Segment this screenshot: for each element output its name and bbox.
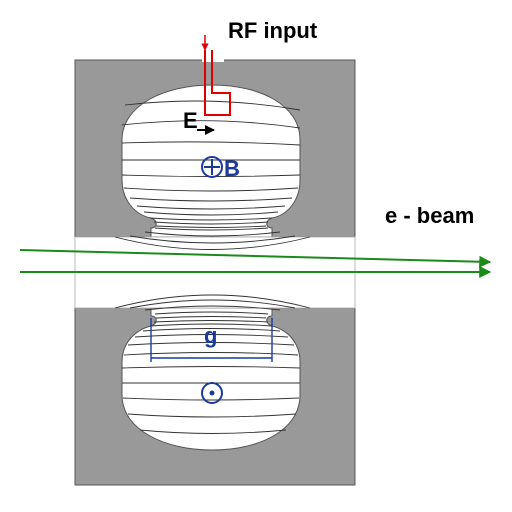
electron-beam — [19, 249, 492, 278]
b-field-label: B — [224, 156, 240, 181]
rf-input-label: RF input — [228, 18, 318, 43]
gap-fringe-lines-lower — [114, 294, 311, 315]
rf-input-probe — [201, 35, 231, 116]
upper-metal-block — [74, 59, 356, 238]
lower-field-lines — [121, 316, 301, 434]
circle-dot-icon — [201, 382, 223, 404]
gap-label: g — [204, 323, 217, 348]
beam-label: e - beam — [385, 203, 474, 228]
gap-bracket — [150, 318, 273, 362]
upper-field-lines — [121, 100, 301, 228]
gap-fringe-lines-upper — [114, 227, 311, 250]
e-field-label: E — [183, 108, 198, 133]
circle-plus-icon — [201, 156, 223, 178]
